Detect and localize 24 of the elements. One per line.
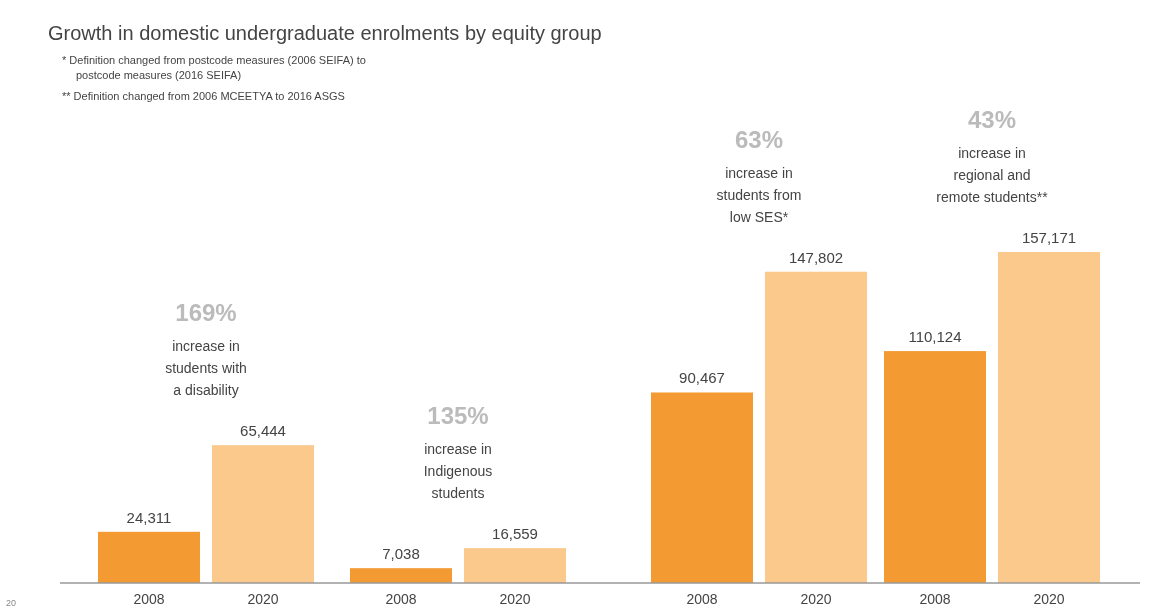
- text: 43% increase in regional and remote students**: [936, 106, 1049, 205]
- x-tick-label: 2020: [1033, 591, 1065, 607]
- data-label: 16,559: [492, 525, 538, 543]
- x-tick-label: 2008: [385, 591, 417, 607]
- x-tick-label: 2020: [499, 591, 531, 607]
- x-tick-label: 2008: [133, 591, 165, 607]
- data-label: 7,038: [382, 545, 420, 563]
- data-label: 147,802: [788, 248, 844, 266]
- text: 20: [6, 598, 17, 608]
- x-tick-label: 2008: [686, 591, 718, 607]
- chart-title: Growth in domestic undergraduate enrolments by equity group: [48, 22, 602, 44]
- text: * Definition changed from postcode measures (2006 SEIFA) to postcode measures (2016 SEIFA): [62, 54, 366, 81]
- text: ** Definition changed from 2006 MCEETYA to 2016 ASGS: [62, 90, 345, 102]
- annotation: 169% increase in students with a disability: [165, 299, 247, 399]
- data-label: 90,467: [679, 369, 725, 387]
- x-tick-label: 2020: [800, 591, 832, 607]
- data-label: 157,171: [1021, 229, 1077, 246]
- x-tick-label: 2008: [919, 591, 951, 607]
- data-label: 24,311: [126, 508, 172, 526]
- data-label: 65,444: [240, 422, 286, 440]
- annotation: 135% increase in Indigenous students: [423, 402, 493, 502]
- text: 63% increase in students from low SES*: [716, 125, 802, 225]
- x-tick-label: 2020: [247, 591, 279, 607]
- data-label: 110,124: [908, 328, 962, 346]
